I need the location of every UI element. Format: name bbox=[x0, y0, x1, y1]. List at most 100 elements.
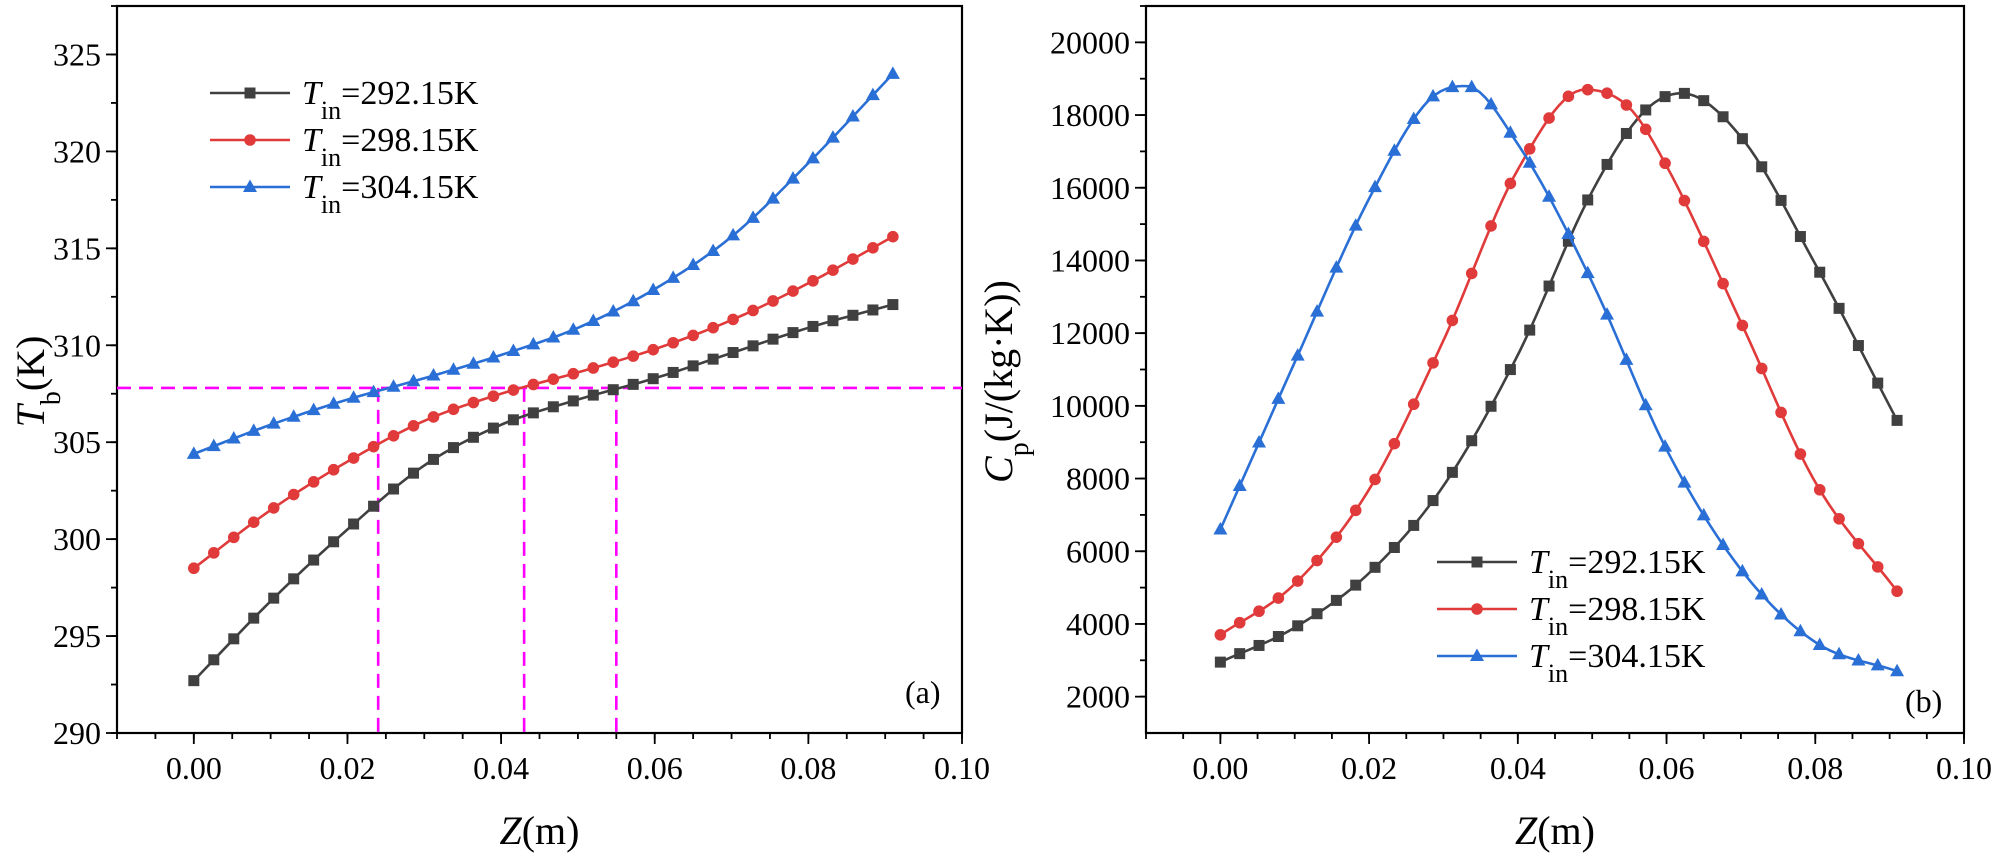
panel-label: (b) bbox=[1905, 683, 1942, 719]
data-point bbox=[1348, 218, 1363, 231]
y-axis-title-unit: (K) bbox=[8, 336, 53, 392]
data-point bbox=[1812, 637, 1827, 650]
data-point bbox=[487, 390, 500, 402]
data-point bbox=[827, 315, 839, 327]
data-point bbox=[1214, 629, 1227, 641]
data-point bbox=[388, 483, 400, 495]
x-axis-title-main: Z bbox=[499, 808, 522, 853]
data-point bbox=[1446, 314, 1459, 327]
x-tick-label: 0.04 bbox=[473, 750, 529, 786]
data-point bbox=[1406, 111, 1421, 125]
y-axis-title-sub: b bbox=[36, 391, 67, 405]
data-point bbox=[1755, 362, 1768, 375]
data-point bbox=[1580, 265, 1595, 279]
data-point bbox=[1543, 112, 1555, 124]
series-3 bbox=[1213, 79, 1905, 677]
data-point bbox=[1851, 652, 1866, 666]
data-point bbox=[567, 367, 580, 380]
data-point bbox=[547, 401, 559, 413]
data-point bbox=[328, 536, 340, 548]
data-point bbox=[1639, 123, 1652, 136]
series-line bbox=[193, 72, 894, 456]
legend-label: Tin=304.15K bbox=[302, 169, 479, 219]
data-point bbox=[1814, 266, 1826, 278]
y-tick-label: 305 bbox=[53, 424, 101, 460]
x-tick-label: 0.06 bbox=[1639, 750, 1695, 786]
x-axis: 0.00 0.02 0.04 0.06 0.08 0.10 bbox=[1145, 733, 1992, 786]
data-point bbox=[667, 336, 679, 349]
legend-label: Tin=298.15K bbox=[1529, 591, 1706, 641]
legend-swatch-marker bbox=[244, 87, 256, 99]
y-tick-label: 8000 bbox=[1066, 461, 1130, 497]
data-point bbox=[1832, 646, 1847, 660]
data-point bbox=[1350, 579, 1362, 591]
data-point bbox=[246, 423, 261, 436]
x-axis-title: Z(m) bbox=[1515, 808, 1595, 853]
x-axis: 0.00 0.02 0.04 0.06 0.08 0.10 bbox=[116, 733, 990, 786]
series-line bbox=[193, 235, 894, 570]
data-point bbox=[647, 373, 659, 385]
data-point bbox=[367, 440, 380, 453]
data-point bbox=[1717, 111, 1729, 123]
data-point bbox=[268, 592, 280, 604]
data-point bbox=[427, 411, 440, 423]
data-point bbox=[1407, 398, 1420, 411]
data-point bbox=[1485, 400, 1497, 412]
data-point bbox=[467, 431, 479, 443]
data-point bbox=[1330, 531, 1343, 543]
data-point bbox=[1774, 606, 1789, 620]
data-point bbox=[327, 463, 340, 476]
data-point bbox=[1813, 483, 1826, 496]
data-point bbox=[1272, 592, 1285, 604]
data-point bbox=[807, 320, 819, 332]
data-point bbox=[1619, 352, 1634, 365]
data-point bbox=[727, 347, 739, 359]
series-1 bbox=[1214, 87, 1903, 668]
y-axis-title-unit: (J/(kg·K)) bbox=[976, 280, 1021, 442]
data-point bbox=[507, 384, 520, 396]
data-point bbox=[386, 379, 401, 392]
data-point bbox=[1601, 158, 1613, 170]
data-point bbox=[308, 554, 320, 566]
data-point bbox=[1523, 143, 1536, 155]
data-point bbox=[1775, 406, 1787, 419]
data-point bbox=[726, 227, 741, 241]
data-point bbox=[1891, 414, 1903, 426]
data-point bbox=[447, 442, 459, 454]
data-point bbox=[247, 516, 260, 528]
data-point bbox=[1793, 623, 1808, 637]
y-tick-label: 12000 bbox=[1050, 315, 1130, 351]
data-point bbox=[1775, 194, 1787, 206]
data-point bbox=[547, 373, 560, 385]
data-point bbox=[1600, 307, 1615, 320]
y-tick-label: 10000 bbox=[1050, 388, 1130, 424]
y-tick-label: 300 bbox=[53, 521, 101, 557]
data-point bbox=[1794, 448, 1807, 460]
data-point bbox=[487, 422, 499, 434]
data-point bbox=[1543, 280, 1555, 292]
data-point bbox=[1291, 575, 1304, 587]
data-point bbox=[1658, 439, 1673, 452]
data-point bbox=[507, 414, 519, 426]
data-point bbox=[747, 304, 759, 317]
data-point bbox=[1369, 473, 1381, 486]
y-axis-title-sub: p bbox=[1004, 442, 1035, 456]
y-tick-label: 14000 bbox=[1050, 242, 1130, 278]
data-point bbox=[1253, 639, 1265, 651]
data-point bbox=[1852, 537, 1865, 550]
data-point bbox=[1562, 90, 1575, 103]
data-point bbox=[1542, 189, 1557, 202]
data-point bbox=[266, 416, 281, 429]
data-point bbox=[1330, 594, 1342, 606]
y-tick-label: 320 bbox=[53, 133, 101, 169]
data-point bbox=[1697, 235, 1710, 248]
data-point bbox=[1581, 83, 1594, 96]
data-point bbox=[1388, 437, 1401, 450]
data-point bbox=[767, 333, 779, 345]
data-point bbox=[1427, 357, 1439, 369]
data-point bbox=[1272, 631, 1284, 643]
data-point bbox=[406, 373, 421, 387]
data-point bbox=[887, 230, 899, 243]
data-point bbox=[368, 500, 380, 512]
y-tick-label: 16000 bbox=[1050, 170, 1130, 206]
